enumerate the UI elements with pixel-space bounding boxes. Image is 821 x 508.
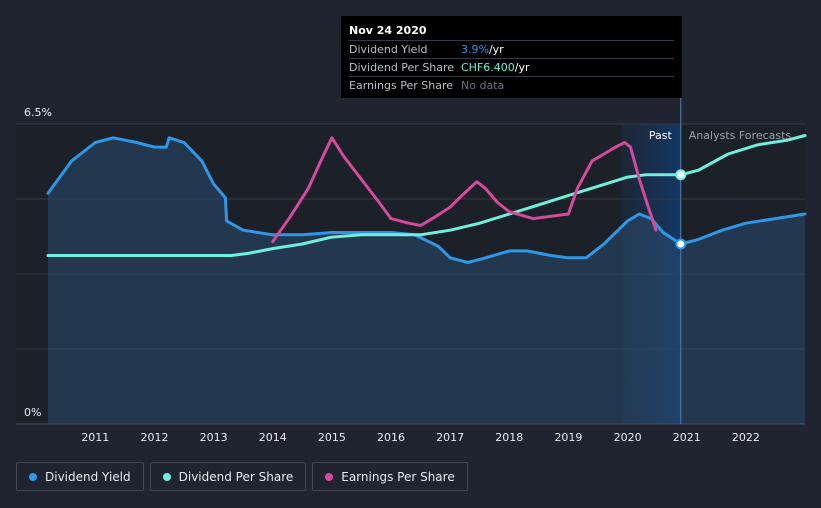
tooltip-value: CHF6.400: [461, 61, 515, 74]
zone-label-forecast: Analysts Forecasts: [689, 129, 792, 142]
y-tick-label: 0%: [24, 406, 41, 419]
series-line-earnings-per-share: [271, 136, 658, 244]
x-tick-label: 2014: [259, 431, 287, 444]
tooltip-value: 3.9%: [461, 43, 489, 56]
legend-label: Dividend Per Share: [178, 469, 294, 484]
x-tick-label: 2020: [614, 431, 642, 444]
x-tick-label: 2012: [140, 431, 168, 444]
legend-dot-icon: [29, 472, 37, 481]
tooltip: Nov 24 2020 Dividend Yield 3.9% /yr Divi…: [341, 16, 682, 98]
legend-dot-icon: [325, 472, 334, 481]
y-tick-label: 6.5%: [24, 106, 52, 119]
x-tick-label: 2022: [732, 431, 760, 444]
tooltip-row-dividend-yield: Dividend Yield 3.9% /yr: [349, 40, 674, 58]
series-line-dividend-yield: [46, 136, 807, 264]
cursor-point-dividend-yield: [675, 238, 687, 250]
x-tick-label: 2011: [81, 431, 109, 444]
zone-label-past: Past: [649, 129, 673, 142]
series-line-dividend-per-share: [46, 134, 807, 257]
tooltip-value: No data: [461, 79, 505, 92]
legend-item-earnings-per-share[interactable]: Earnings Per Share: [312, 462, 468, 491]
legend-item-dividend-yield[interactable]: Dividend Yield: [16, 462, 144, 491]
tooltip-unit: /yr: [514, 61, 530, 74]
tooltip-label: Dividend Yield: [349, 43, 428, 56]
x-tick-label: 2015: [318, 431, 346, 444]
legend: Dividend Yield Dividend Per Share Earnin…: [16, 462, 468, 491]
x-tick-label: 2016: [377, 431, 405, 444]
x-tick-label: 2018: [495, 431, 523, 444]
x-tick-label: 2013: [200, 431, 228, 444]
legend-item-dividend-per-share[interactable]: Dividend Per Share: [149, 462, 307, 491]
series-area-dividend-yield: [48, 137, 805, 425]
x-tick-label: 2017: [436, 431, 464, 444]
tooltip-row-earnings-per-share: Earnings Per Share No data: [349, 76, 674, 94]
tooltip-date: Nov 24 2020: [349, 24, 427, 37]
legend-dot-icon: [162, 472, 171, 481]
tooltip-label: Dividend Per Share: [349, 61, 455, 74]
x-tick-label: 2019: [554, 431, 582, 444]
legend-label: Dividend Yield: [45, 469, 131, 484]
x-tick-label: 2021: [673, 431, 701, 444]
cursor-point-dividend-per-share: [675, 169, 687, 181]
legend-label: Earnings Per Share: [341, 469, 455, 484]
tooltip-row-dividend-per-share: Dividend Per Share CHF6.400 /yr: [349, 58, 674, 76]
tooltip-unit: /yr: [488, 43, 504, 56]
tooltip-label: Earnings Per Share: [349, 79, 454, 92]
